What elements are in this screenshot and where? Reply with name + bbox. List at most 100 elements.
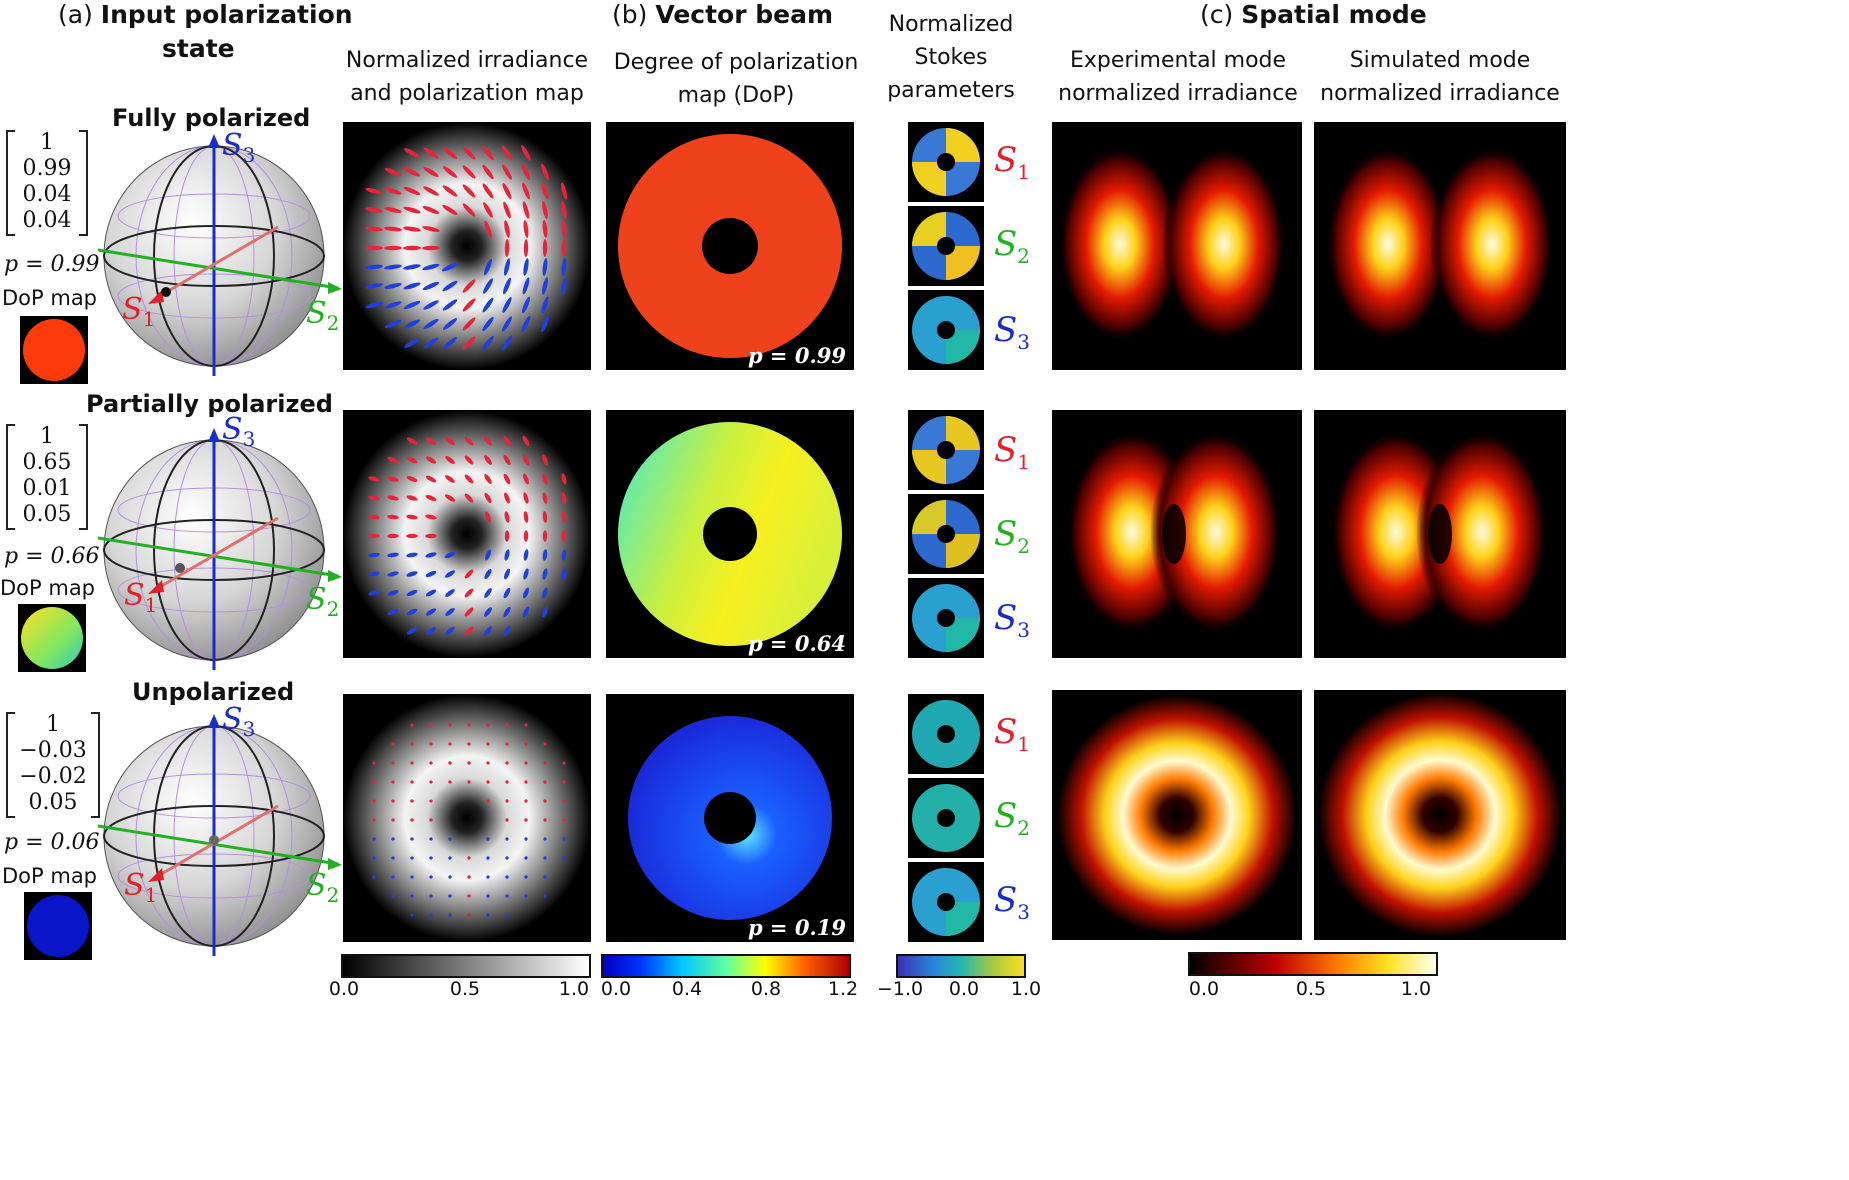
polarization-ellipse (372, 875, 376, 879)
row-title-partially: Partially polarized (86, 390, 333, 418)
polarization-ellipse (425, 570, 437, 578)
header-c: (c) Spatial mode (1200, 0, 1427, 29)
header-c-title: Spatial mode (1241, 0, 1427, 29)
polarization-ellipse (486, 780, 490, 784)
stokes-vector-row2: 1 0.65 0.01 0.05 (6, 424, 88, 530)
polarization-ellipse (365, 283, 383, 289)
polarization-ellipse (429, 837, 433, 841)
polarization-ellipse (462, 165, 476, 179)
row-title-fully: Fully polarized (112, 104, 311, 132)
stokes-vector-row1: 1 0.99 0.04 0.04 (6, 130, 88, 236)
polarization-ellipse (467, 875, 471, 879)
polarization-ellipse (484, 455, 492, 465)
polarization-ellipse (429, 818, 433, 822)
polarization-ellipse (503, 568, 511, 580)
polarization-ellipse (541, 163, 549, 181)
polarization-ellipse (445, 475, 455, 483)
polarization-ellipse (522, 454, 530, 466)
stokes-tick-0: −1.0 (876, 978, 924, 1000)
polarization-ellipse (523, 511, 529, 523)
polarization-ellipse (448, 856, 452, 860)
polarization-ellipse (486, 742, 490, 746)
p-value-row2: p = 0.66 (4, 544, 100, 569)
polarization-ellipse (505, 856, 509, 860)
polarization-ellipse (561, 492, 567, 504)
polarization-ellipse (505, 837, 509, 841)
polarization-ellipse (410, 742, 414, 746)
polarization-ellipse (502, 164, 512, 180)
polarization-ellipse (524, 818, 528, 822)
polarization-ellipse (561, 530, 567, 542)
polarization-ellipse (441, 262, 459, 272)
stokes-label-s1-row1: S1 (994, 140, 1031, 184)
polarization-ellipse (562, 856, 566, 860)
sphere-s2-label-row3: S2 (306, 868, 340, 907)
polarization-ellipse (484, 607, 492, 617)
simulated-mode-row2 (1314, 410, 1566, 658)
polarization-ellipse (486, 799, 490, 803)
polarization-ellipse (504, 220, 510, 238)
polarization-ellipse (541, 296, 549, 314)
polarization-ellipse (486, 894, 490, 898)
polarization-ellipse (562, 761, 566, 765)
sphere-s3-label-row2: S3 (222, 412, 256, 451)
polarization-ellipse (482, 164, 494, 180)
polarization-ellipse (384, 207, 402, 213)
header-a: (a) Input polarization (58, 0, 353, 29)
polarization-ellipse (368, 495, 380, 501)
polarization-ellipse (426, 627, 436, 635)
polarization-ellipse (445, 455, 455, 465)
polarization-ellipse (448, 723, 452, 727)
polarization-ellipse (523, 473, 529, 485)
stokes-label-s3-row3: S3 (994, 880, 1031, 924)
polarization-ellipse (561, 239, 567, 257)
polarization-ellipse (521, 145, 531, 161)
polarization-ellipse (444, 551, 456, 559)
polarization-ellipse (542, 220, 548, 238)
polarization-ellipse (391, 780, 395, 784)
polarization-ellipse (403, 187, 421, 195)
polarization-ellipse (365, 207, 383, 213)
irradiance-polarization-map-row1 (343, 122, 591, 370)
polarization-ellipse (523, 239, 529, 257)
polarization-ellipse (467, 913, 471, 917)
polarization-ellipse (523, 258, 529, 276)
polarization-ellipse (464, 588, 474, 598)
gray-tick-2: 1.0 (558, 978, 590, 1000)
polarization-ellipse (543, 799, 547, 803)
dop-label-row2: DoP map (0, 576, 96, 600)
dop-label-row1: DoP map (2, 286, 98, 310)
stokes-tick-2: 1.0 (1010, 978, 1042, 1000)
polarization-ellipse (368, 514, 380, 520)
polarization-ellipse (422, 206, 440, 214)
polarization-ellipse (404, 148, 420, 158)
polarization-ellipse (387, 552, 399, 558)
polarization-ellipse (504, 530, 510, 542)
row-title-unpolarized: Unpolarized (132, 678, 295, 706)
polarization-ellipse (387, 590, 399, 596)
polarization-ellipse (521, 163, 531, 181)
polarization-ellipse (523, 568, 529, 580)
polarization-ellipse (542, 277, 548, 295)
polarization-ellipse (372, 780, 376, 784)
polarization-ellipse (524, 799, 528, 803)
polarization-ellipse (482, 335, 494, 351)
stokes-label-s2-row3: S2 (994, 796, 1031, 840)
polarization-ellipse (429, 894, 433, 898)
polarization-ellipse (429, 761, 433, 765)
polarization-ellipse (467, 894, 471, 898)
polarization-ellipse (423, 318, 439, 330)
polarization-ellipse (410, 913, 414, 917)
polarization-ellipse (425, 608, 437, 616)
polarization-ellipse (505, 818, 509, 822)
stokes-s1-row1 (908, 122, 984, 202)
polarization-ellipse (542, 258, 548, 276)
polarization-ellipse (442, 166, 458, 178)
polarization-ellipse (425, 456, 437, 464)
sphere-s1-label-row2: S1 (124, 578, 158, 617)
polarization-ellipse (448, 742, 452, 746)
polarization-ellipse (467, 761, 471, 765)
polarization-ellipse (406, 533, 418, 539)
polarization-ellipse (524, 780, 528, 784)
polarization-ellipse (542, 454, 548, 466)
